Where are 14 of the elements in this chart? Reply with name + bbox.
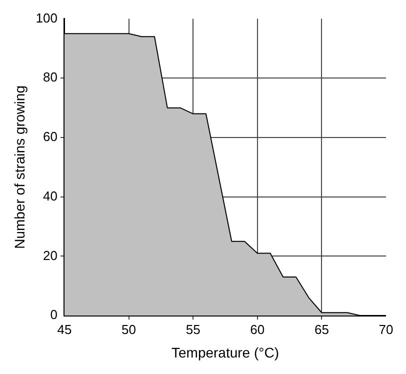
y-tick-label: 60 xyxy=(43,129,58,144)
y-tick-label: 20 xyxy=(43,248,58,263)
y-tick-label: 80 xyxy=(43,70,58,85)
x-tick-label: 55 xyxy=(186,322,200,337)
y-axis-title: Number of strains growing xyxy=(11,85,28,249)
y-tick-label: 100 xyxy=(36,10,58,26)
y-tick-label: 0 xyxy=(50,307,58,322)
x-tick-label: 70 xyxy=(378,322,394,337)
x-tick-label: 65 xyxy=(314,322,329,337)
x-tick-label: 45 xyxy=(57,322,72,337)
y-tick-label: 40 xyxy=(43,188,58,204)
x-tick-label: 50 xyxy=(122,322,136,337)
x-tick-label: 60 xyxy=(250,322,265,337)
x-axis-title: Temperature (°C) xyxy=(171,344,280,360)
